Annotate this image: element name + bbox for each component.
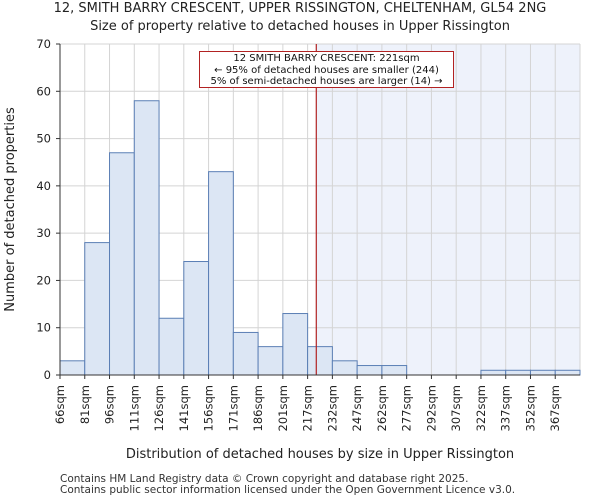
histogram-bar-322sqm bbox=[480, 369, 507, 376]
x-tick-label-141sqm: 141sqm bbox=[177, 385, 191, 431]
x-tick-label-66sqm: 66sqm bbox=[53, 385, 67, 424]
y-tick-label-40: 40 bbox=[36, 179, 51, 193]
annotation-smaller-line: ← 95% of detached houses are smaller (24… bbox=[214, 64, 439, 76]
x-tick-label-126sqm: 126sqm bbox=[152, 385, 166, 431]
histogram-bar-171sqm bbox=[232, 331, 259, 376]
x-tick-label-367sqm: 367sqm bbox=[548, 385, 562, 431]
histogram-bar-247sqm bbox=[356, 365, 383, 376]
x-tick-label-247sqm: 247sqm bbox=[350, 385, 364, 431]
y-tick-label-0: 0 bbox=[44, 368, 51, 382]
y-tick-label-50: 50 bbox=[36, 132, 51, 146]
x-tick-label-307sqm: 307sqm bbox=[449, 385, 463, 431]
x-tick-label-277sqm: 277sqm bbox=[400, 385, 414, 431]
x-tick-label-322sqm: 322sqm bbox=[474, 385, 488, 431]
histogram-bar-186sqm bbox=[257, 346, 284, 376]
histogram-bar-352sqm bbox=[529, 369, 556, 376]
y-tick-label-70: 70 bbox=[36, 37, 51, 51]
histogram-bar-96sqm bbox=[109, 152, 135, 376]
chart-title-address: 12, SMITH BARRY CRESCENT, UPPER RISSINGT… bbox=[53, 1, 547, 16]
histogram-bar-262sqm bbox=[381, 365, 408, 376]
histogram-bar-337sqm bbox=[505, 369, 531, 376]
x-tick-label-232sqm: 232sqm bbox=[325, 385, 339, 431]
x-tick-label-201sqm: 201sqm bbox=[276, 385, 290, 431]
x-tick-label-156sqm: 156sqm bbox=[202, 385, 216, 431]
x-axis-label: Distribution of detached houses by size … bbox=[126, 447, 514, 462]
histogram-bar-126sqm bbox=[158, 317, 185, 376]
x-tick-label-96sqm: 96sqm bbox=[103, 385, 117, 424]
x-tick-label-217sqm: 217sqm bbox=[301, 385, 315, 431]
x-tick-label-352sqm: 352sqm bbox=[523, 385, 537, 431]
y-tick-label-10: 10 bbox=[36, 321, 51, 335]
histogram-bar-217sqm bbox=[307, 346, 333, 376]
annotation-larger-line: 5% of semi-detached houses are larger (1… bbox=[210, 76, 443, 87]
x-tick-label-337sqm: 337sqm bbox=[499, 385, 513, 431]
histogram-bar-156sqm bbox=[208, 171, 234, 376]
histogram-bar-111sqm bbox=[133, 100, 160, 376]
histogram-bar-367sqm bbox=[554, 369, 581, 376]
x-tick-label-111sqm: 111sqm bbox=[127, 385, 141, 431]
y-axis-label: Number of detached properties bbox=[3, 107, 18, 312]
x-tick-label-171sqm: 171sqm bbox=[226, 385, 240, 431]
x-tick-label-81sqm: 81sqm bbox=[78, 385, 92, 424]
larger-region-shade bbox=[316, 44, 580, 375]
property-annotation-box: 12 SMITH BARRY CRESCENT: 221sqm ← 95% of… bbox=[199, 51, 454, 88]
chart-subtitle: Size of property relative to detached ho… bbox=[90, 19, 510, 34]
histogram-bar-201sqm bbox=[282, 313, 309, 376]
x-tick-label-186sqm: 186sqm bbox=[251, 385, 265, 431]
histogram-bar-141sqm bbox=[183, 261, 210, 376]
y-tick-label-60: 60 bbox=[36, 84, 51, 98]
footer-copyright: Contains HM Land Registry data © Crown c… bbox=[60, 473, 469, 485]
histogram-bar-66sqm bbox=[59, 360, 86, 376]
histogram-bar-81sqm bbox=[84, 242, 111, 376]
x-tick-label-262sqm: 262sqm bbox=[375, 385, 389, 431]
y-tick-label-20: 20 bbox=[36, 273, 51, 287]
histogram-bar-232sqm bbox=[331, 360, 358, 376]
annotation-property-line: 12 SMITH BARRY CRESCENT: 221sqm bbox=[233, 53, 420, 64]
y-tick-label-30: 30 bbox=[36, 226, 51, 240]
x-tick-label-292sqm: 292sqm bbox=[424, 385, 438, 431]
footer-licence: Contains public sector information licen… bbox=[60, 484, 516, 496]
